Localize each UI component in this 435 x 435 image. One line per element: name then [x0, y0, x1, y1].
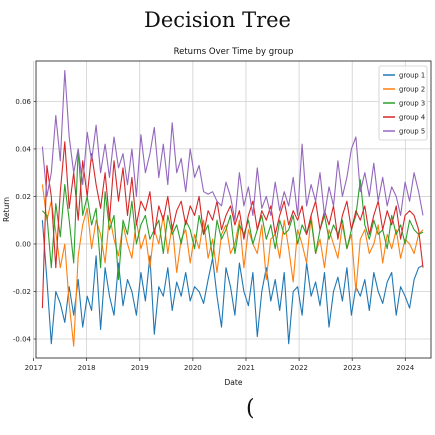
x-tick-label: 2021 [237, 364, 255, 372]
x-tick-label: 2020 [184, 364, 202, 372]
x-tick-label: 2023 [343, 364, 361, 372]
chart-title: Returns Over Time by group [174, 47, 294, 57]
footer-glyph: ( [246, 396, 255, 421]
x-tick-label: 2024 [396, 364, 414, 372]
legend-label: group 3 [399, 100, 425, 108]
y-tick-label: 0.00 [15, 240, 31, 248]
y-tick-label: -0.02 [13, 288, 31, 296]
y-tick-label: 0.04 [15, 145, 31, 153]
y-tick-label: -0.04 [13, 335, 32, 343]
series-line-group-1 [41, 220, 424, 345]
legend-label: group 2 [399, 86, 425, 94]
y-tick-label: 0.06 [15, 98, 31, 106]
legend-box [378, 65, 428, 141]
plot-frame [35, 60, 432, 359]
legend-label: group 4 [399, 114, 425, 122]
y-axis-label: Return [2, 197, 11, 222]
series-line-group-5 [41, 69, 424, 221]
y-tick-label: 0.02 [15, 193, 31, 201]
x-tick-label: 2022 [290, 364, 308, 372]
x-tick-label: 2018 [78, 364, 96, 372]
series-line-group-2 [41, 184, 424, 347]
x-tick-label: 2017 [25, 364, 43, 372]
legend-label: group 1 [399, 72, 425, 80]
x-tick-label: 2019 [131, 364, 149, 372]
page-heading: Decision Tree [144, 8, 291, 32]
series-line-group-4 [41, 141, 424, 309]
legend-label: group 5 [399, 128, 425, 136]
x-axis-label: Date [225, 378, 243, 387]
